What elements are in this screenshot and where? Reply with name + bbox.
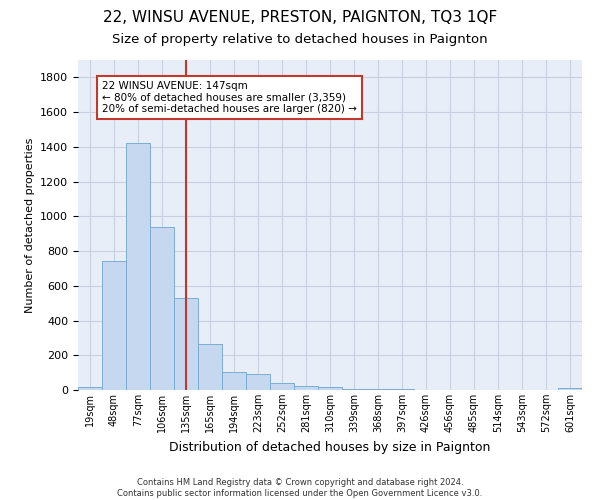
X-axis label: Distribution of detached houses by size in Paignton: Distribution of detached houses by size … bbox=[169, 440, 491, 454]
Bar bbox=[78, 386, 102, 390]
Bar bbox=[198, 344, 222, 390]
Bar bbox=[294, 386, 318, 390]
Bar bbox=[270, 384, 294, 390]
Bar bbox=[558, 388, 582, 390]
Bar bbox=[102, 262, 126, 390]
Bar bbox=[222, 372, 246, 390]
Bar bbox=[318, 388, 342, 390]
Bar bbox=[342, 388, 366, 390]
Bar bbox=[246, 374, 270, 390]
Y-axis label: Number of detached properties: Number of detached properties bbox=[25, 138, 35, 312]
Text: Size of property relative to detached houses in Paignton: Size of property relative to detached ho… bbox=[112, 32, 488, 46]
Bar bbox=[150, 226, 174, 390]
Bar bbox=[366, 389, 390, 390]
Bar bbox=[126, 144, 150, 390]
Text: Contains HM Land Registry data © Crown copyright and database right 2024.
Contai: Contains HM Land Registry data © Crown c… bbox=[118, 478, 482, 498]
Text: 22 WINSU AVENUE: 147sqm
← 80% of detached houses are smaller (3,359)
20% of semi: 22 WINSU AVENUE: 147sqm ← 80% of detache… bbox=[102, 81, 357, 114]
Text: 22, WINSU AVENUE, PRESTON, PAIGNTON, TQ3 1QF: 22, WINSU AVENUE, PRESTON, PAIGNTON, TQ3… bbox=[103, 10, 497, 25]
Bar bbox=[174, 298, 198, 390]
